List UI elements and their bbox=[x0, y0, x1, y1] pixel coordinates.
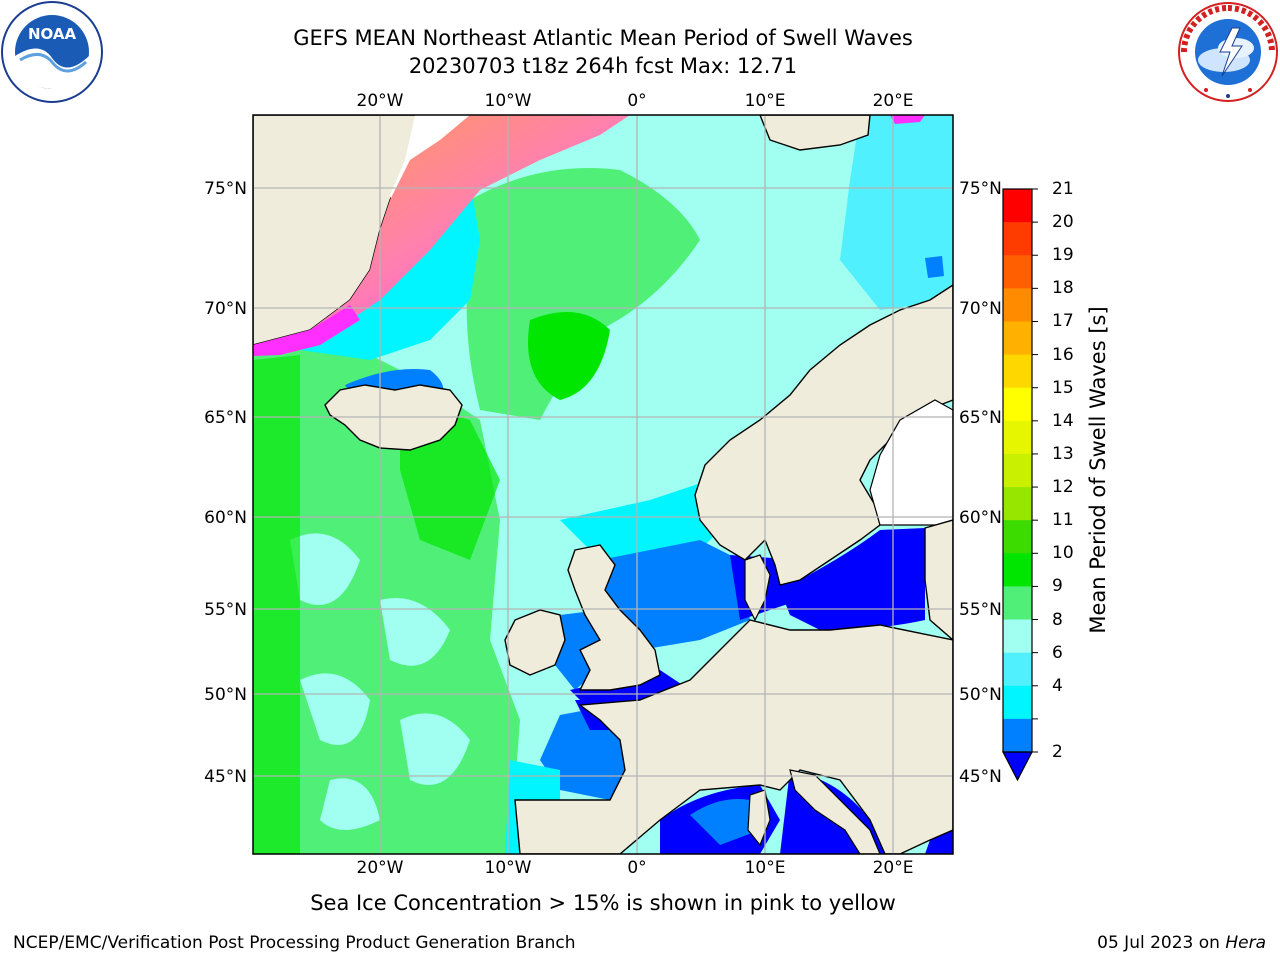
colorbar-swatch bbox=[1003, 189, 1032, 223]
footer-date: 05 Jul 2023 on Hera bbox=[1097, 933, 1266, 953]
colorbar-swatch bbox=[1003, 619, 1032, 654]
noaa-logo: NOAA bbox=[1, 1, 103, 103]
colorbar bbox=[1002, 188, 1038, 782]
lon-label-bottom: 10°E bbox=[745, 858, 786, 878]
ocean-far-west-green bbox=[253, 355, 300, 854]
sea-ice-barents-pink bbox=[890, 115, 925, 124]
ocean-shelf-cyan bbox=[560, 480, 730, 560]
finland-baltic-east-land bbox=[924, 519, 953, 641]
colorbar-tick-label: 4 bbox=[1052, 675, 1063, 696]
lat-label-left: 50°N bbox=[204, 685, 247, 705]
colorbar-swatch bbox=[1003, 487, 1032, 521]
colorbar-tick-label: 13 bbox=[1052, 443, 1074, 464]
lat-label-left: 75°N bbox=[204, 179, 247, 199]
mediterranean-mid-blue bbox=[690, 799, 760, 845]
colorbar-swatch bbox=[1003, 222, 1032, 256]
lat-label-right: 65°N bbox=[959, 408, 1002, 428]
aegean-blue bbox=[925, 830, 953, 854]
svalbard-land bbox=[759, 115, 871, 151]
italy-land bbox=[789, 769, 881, 854]
lat-label-right: 70°N bbox=[959, 299, 1002, 319]
colorbar-tick-label: 18 bbox=[1052, 278, 1074, 299]
sea-ice-note: Sea Ice Concentration > 15% is shown in … bbox=[310, 891, 896, 915]
colorbar-swatch bbox=[1003, 387, 1032, 422]
colorbar-frame bbox=[1002, 188, 1033, 753]
lat-label-left: 60°N bbox=[204, 508, 247, 528]
lon-label-bottom: 20°E bbox=[873, 858, 914, 878]
lon-label-bottom: 20°W bbox=[357, 858, 404, 878]
ocean-barents-cyan bbox=[840, 115, 953, 310]
lat-label-right: 60°N bbox=[959, 508, 1002, 528]
colorbar-swatch bbox=[1003, 321, 1032, 356]
colorbar-label: Mean Period of Swell Waves [s] bbox=[1086, 306, 1110, 634]
colorbar-tick-label: 20 bbox=[1052, 212, 1074, 233]
ocean-band-norwegian-core bbox=[528, 312, 610, 400]
lon-label-top: 0° bbox=[627, 91, 646, 111]
colorbar-swatch bbox=[1003, 255, 1032, 289]
ocean-band-norwegian bbox=[466, 168, 700, 420]
lat-label-right: 55°N bbox=[959, 600, 1002, 620]
continental-europe-land bbox=[514, 619, 953, 854]
lat-label-left: 70°N bbox=[204, 299, 247, 319]
colorbar-tick-label: 6 bbox=[1052, 642, 1063, 663]
lat-label-left: 45°N bbox=[204, 767, 247, 787]
colorbar-tick-label: 10 bbox=[1052, 543, 1074, 564]
colorbar-swatch bbox=[1003, 288, 1032, 322]
lon-label-bottom: 10°W bbox=[485, 858, 532, 878]
colorbar-underflow-arrow bbox=[1002, 751, 1033, 782]
lat-label-left: 65°N bbox=[204, 408, 247, 428]
colorbar-tick-label: 8 bbox=[1052, 609, 1063, 630]
baltic-blue bbox=[780, 528, 925, 630]
colorbar-swatch bbox=[1003, 453, 1032, 488]
footer-host: Hera bbox=[1225, 933, 1266, 953]
lat-label-right: 45°N bbox=[959, 767, 1002, 787]
colorbar-tick-label: 11 bbox=[1052, 510, 1074, 531]
lon-label-top: 20°W bbox=[357, 91, 404, 111]
colorbar-swatch bbox=[1003, 586, 1032, 621]
ocean-band-west-patches bbox=[290, 533, 470, 830]
noaa-logo-text: NOAA bbox=[28, 25, 77, 43]
gulf-of-bothnia-white bbox=[869, 399, 953, 526]
lat-label-right: 50°N bbox=[959, 685, 1002, 705]
ireland-land bbox=[504, 609, 566, 676]
colorbar-swatch bbox=[1003, 652, 1032, 687]
nws-logo bbox=[1178, 2, 1278, 102]
colorbar-tick-label: 21 bbox=[1052, 179, 1074, 199]
colorbar-tick-label: 15 bbox=[1052, 377, 1074, 398]
colorbar-tick-label: 14 bbox=[1052, 410, 1074, 431]
sea-ice-concentration bbox=[253, 115, 630, 352]
footer-date-text: 05 Jul 2023 on bbox=[1097, 933, 1226, 953]
colorbar-tick-label: 12 bbox=[1052, 477, 1074, 498]
graticule bbox=[253, 115, 953, 854]
chart-subtitle-forecast: 20230703 t18z 264h fcst Max: 12.71 bbox=[408, 54, 798, 78]
colorbar-swatch bbox=[1003, 420, 1032, 455]
chart-title: GEFS MEAN Northeast Atlantic Mean Period… bbox=[293, 26, 913, 50]
lon-label-top: 10°E bbox=[745, 91, 786, 111]
colorbar-swatch bbox=[1003, 553, 1032, 587]
ocean-barents-patch bbox=[925, 256, 944, 278]
lat-label-left: 55°N bbox=[204, 600, 247, 620]
footer-producer: NCEP/EMC/Verification Post Processing Pr… bbox=[13, 933, 576, 953]
lat-label-right: 75°N bbox=[959, 179, 1002, 199]
lon-label-top: 20°E bbox=[873, 91, 914, 111]
colorbar-swatch bbox=[1003, 718, 1032, 753]
colorbar-tick-label: 2 bbox=[1052, 742, 1063, 762]
map-frame bbox=[252, 114, 954, 855]
colorbar-swatch bbox=[1003, 520, 1032, 554]
colorbar-tick-label: 9 bbox=[1052, 576, 1063, 597]
colorbar-swatch bbox=[1003, 354, 1032, 389]
lon-label-top: 10°W bbox=[485, 91, 532, 111]
colorbar-swatch bbox=[1003, 685, 1032, 720]
lon-label-bottom: 0° bbox=[627, 858, 646, 878]
colorbar-tick-label: 16 bbox=[1052, 344, 1074, 365]
colorbar-tick-label: 17 bbox=[1052, 311, 1074, 332]
sea-ice-pink-fringe bbox=[253, 305, 360, 356]
colorbar-tick-label: 19 bbox=[1052, 245, 1074, 266]
